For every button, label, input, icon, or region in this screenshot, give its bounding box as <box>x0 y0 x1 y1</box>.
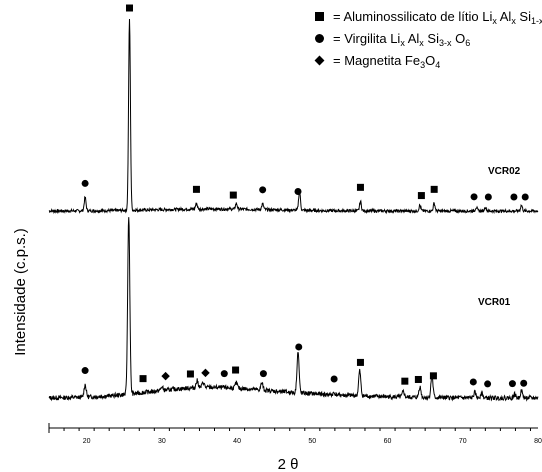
legend-text: = Magnetita Fe <box>333 52 421 68</box>
x-axis-label: 2 θ <box>278 456 299 472</box>
legend-text: O <box>451 30 466 46</box>
legend-item-diamond: = Magnetita Fe3O4 <box>313 50 542 72</box>
legend-text: = Virgilita Li <box>333 30 401 46</box>
phase-marker-square <box>139 375 147 383</box>
y-axis-label: Intensidade (c.p.s.) <box>12 228 29 356</box>
legend-text: Si <box>423 30 439 46</box>
phase-marker-square <box>417 192 425 200</box>
x-tick-label: 50 <box>308 438 316 445</box>
x-ticks <box>48 423 531 433</box>
phase-marker-circle <box>470 193 478 201</box>
phase-marker-circle <box>294 187 302 195</box>
series-label-vcr02: VCR02 <box>488 166 521 177</box>
phase-marker-square <box>356 183 364 191</box>
phase-markers <box>81 4 529 388</box>
phase-marker-circle <box>508 380 516 388</box>
x-tick-label: 20 <box>83 438 91 445</box>
legend-text: O <box>425 52 436 68</box>
diamond-symbol-icon <box>313 54 327 68</box>
legend-subscript: 4 <box>435 59 441 70</box>
phase-marker-circle <box>521 193 529 201</box>
phase-marker-square <box>229 191 237 199</box>
legend-text: Al <box>496 8 512 24</box>
phase-marker-circle <box>295 343 303 351</box>
legend-text: Si <box>515 8 531 24</box>
phase-marker-diamond <box>161 371 170 381</box>
traces <box>48 18 539 402</box>
x-tick-label: 30 <box>158 438 166 445</box>
x-tick-label: 70 <box>459 438 467 445</box>
phase-marker-circle <box>259 370 267 378</box>
legend-label: = Aluminossilicato de lítio Lix Alx Si1-… <box>333 6 542 29</box>
series-labels: VCR02 VCR01 <box>478 166 521 308</box>
legend-subscript: 1-x <box>530 15 542 26</box>
phase-marker-circle <box>510 193 518 201</box>
legend-label: = Magnetita Fe3O4 <box>333 50 440 73</box>
phase-marker-circle <box>469 378 477 386</box>
phase-marker-circle <box>259 186 267 194</box>
phase-marker-square <box>125 4 133 12</box>
phase-marker-square <box>186 370 194 378</box>
legend-subscript: x <box>511 15 516 26</box>
legend-item-circle: = Virgilita Lix Alx Si3-x O6 <box>313 28 542 50</box>
series-label-vcr01: VCR01 <box>478 297 511 308</box>
x-tick-label: 60 <box>384 438 392 445</box>
legend-subscript: x <box>400 37 405 48</box>
legend-subscript: x <box>492 15 497 26</box>
legend-subscript: 6 <box>465 37 471 48</box>
trace-vcr01 <box>48 217 539 402</box>
legend-item-square: = Aluminossilicato de lítio Lix Alx Si1-… <box>313 6 542 28</box>
x-tick-label: 40 <box>233 438 241 445</box>
legend-label: = Virgilita Lix Alx Si3-x O6 <box>333 28 470 51</box>
legend-subscript: 3 <box>420 59 426 70</box>
legend-subscript: 3-x <box>438 37 452 48</box>
phase-marker-circle <box>484 193 492 201</box>
legend-text: Al <box>404 30 420 46</box>
phase-marker-circle <box>81 179 89 187</box>
legend-subscript: x <box>419 37 424 48</box>
phase-marker-square <box>356 358 364 366</box>
phase-marker-square <box>414 375 422 383</box>
phase-marker-square <box>401 377 409 385</box>
phase-marker-circle <box>81 367 89 375</box>
phase-marker-circle <box>220 370 228 378</box>
legend-text: = Aluminossilicato de lítio Li <box>333 8 493 24</box>
phase-marker-circle <box>520 379 528 387</box>
legend: = Aluminossilicato de lítio Lix Alx Si1-… <box>313 6 542 72</box>
phase-marker-circle <box>330 375 338 383</box>
phase-marker-circle <box>484 380 492 388</box>
circle-symbol-icon <box>313 32 327 46</box>
phase-marker-diamond <box>201 368 210 378</box>
square-symbol-icon <box>313 10 327 24</box>
x-tick-label: 80 <box>534 438 542 445</box>
phase-marker-square <box>429 372 437 380</box>
phase-marker-square <box>232 366 240 374</box>
phase-marker-square <box>192 185 200 193</box>
trace-vcr02 <box>48 18 539 215</box>
x-tick-labels: 20 30 40 50 60 70 80 <box>83 438 542 445</box>
phase-marker-square <box>430 185 438 193</box>
